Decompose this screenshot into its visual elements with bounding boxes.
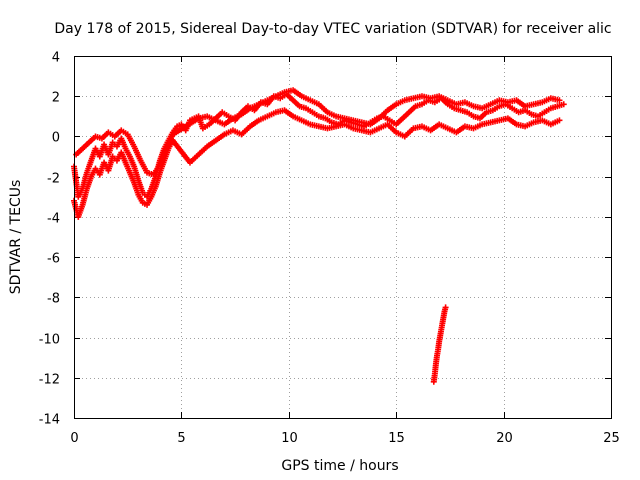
data-point <box>556 97 563 104</box>
y-tick-label: 2 <box>52 91 60 106</box>
x-tick-labels: 0 5 10 15 20 25 <box>70 431 619 446</box>
y-tick-label: -6 <box>47 252 60 267</box>
plot-frame <box>74 56 612 419</box>
axis-ticks <box>74 56 612 419</box>
y-tick-label: -14 <box>39 413 60 428</box>
y-tick-label: -12 <box>39 373 60 388</box>
y-tick-labels: -14 -12 -10 -8 -6 -4 -2 0 2 4 <box>39 51 60 428</box>
data-point <box>442 304 449 311</box>
y-axis-label: SDTVAR / TECUs <box>8 180 24 295</box>
x-tick-label: 10 <box>281 431 298 446</box>
x-tick-label: 20 <box>496 431 513 446</box>
y-tick-label: -10 <box>39 333 60 348</box>
y-tick-label: 4 <box>52 51 60 66</box>
chart-title: Day 178 of 2015, Sidereal Day-to-day VTE… <box>54 21 611 37</box>
x-tick-label: 25 <box>603 431 620 446</box>
y-tick-label: -2 <box>47 172 60 187</box>
x-tick-label: 5 <box>177 431 185 446</box>
data-points <box>71 87 567 385</box>
y-tick-label: -8 <box>47 292 60 307</box>
grid-lines <box>74 56 611 418</box>
y-tick-label: 0 <box>52 131 60 146</box>
data-point <box>560 101 567 108</box>
x-tick-label: 0 <box>70 431 78 446</box>
x-axis-label: GPS time / hours <box>281 458 398 474</box>
x-tick-label: 15 <box>388 431 405 446</box>
data-point <box>556 117 563 124</box>
y-tick-label: -4 <box>47 212 60 227</box>
